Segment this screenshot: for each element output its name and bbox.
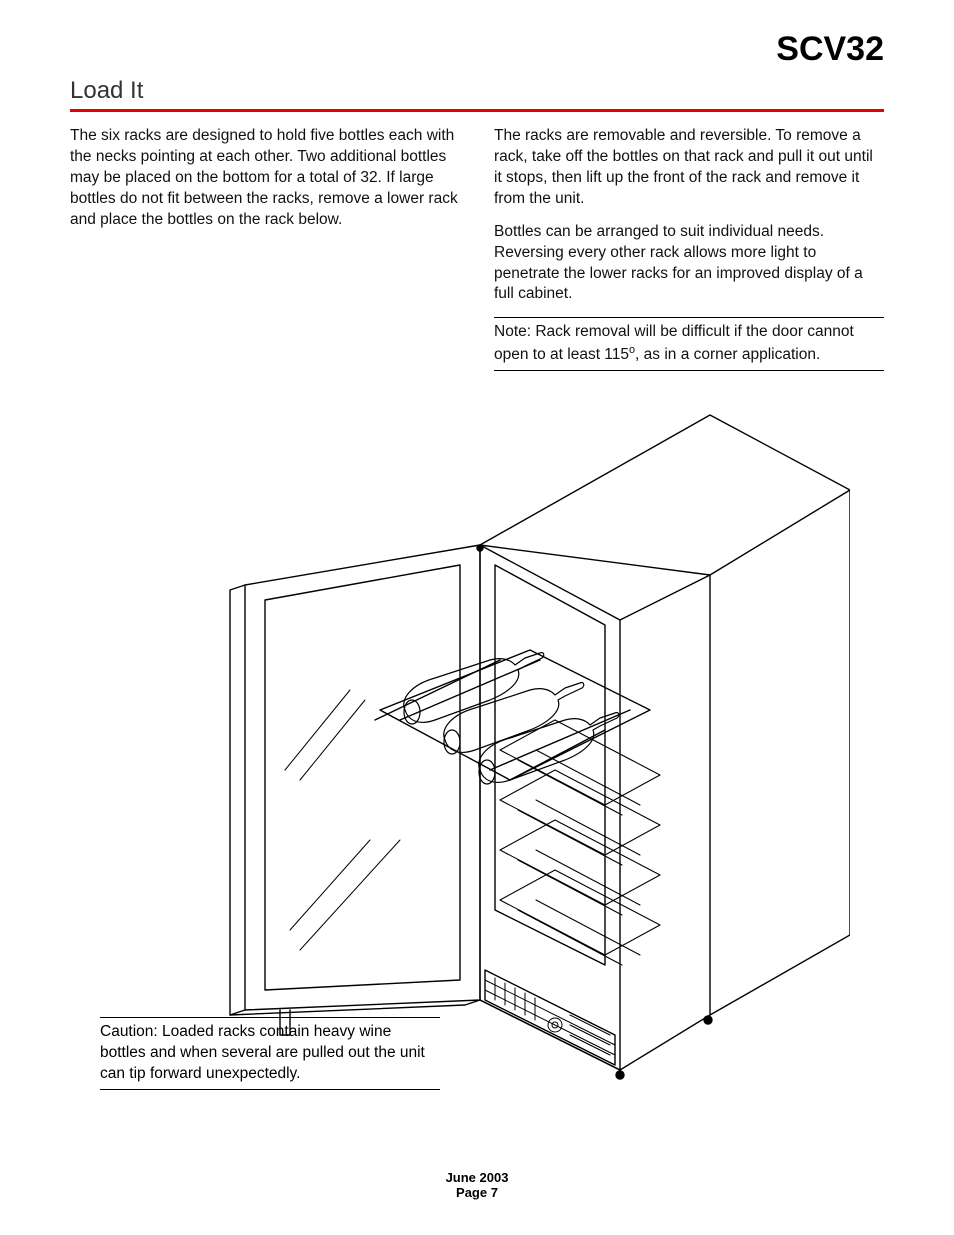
- section-title: Load It: [70, 77, 884, 105]
- note-text-b: , as in a corner application.: [635, 346, 820, 363]
- right-p1: The racks are removable and reversible. …: [494, 126, 884, 210]
- caution-text: Caution: Loaded racks contain heavy wine…: [100, 1023, 425, 1082]
- note-box: Note: Rack removal will be difficult if …: [494, 317, 884, 371]
- caution-box: Caution: Loaded racks contain heavy wine…: [100, 1017, 440, 1090]
- section-rule: [70, 109, 884, 112]
- right-p2: Bottles can be arranged to suit individu…: [494, 222, 884, 306]
- left-p1: The six racks are designed to hold five …: [70, 126, 460, 231]
- left-column: The six racks are designed to hold five …: [70, 126, 460, 383]
- wine-cooler-svg: [150, 410, 850, 1110]
- body-columns: The six racks are designed to hold five …: [70, 126, 884, 383]
- product-diagram: [150, 410, 850, 1110]
- model-number: SCV32: [70, 30, 884, 69]
- footer-page: Page 7: [0, 1185, 954, 1200]
- right-column: The racks are removable and reversible. …: [494, 126, 884, 383]
- page-footer: June 2003 Page 7: [0, 1170, 954, 1200]
- footer-date: June 2003: [0, 1170, 954, 1185]
